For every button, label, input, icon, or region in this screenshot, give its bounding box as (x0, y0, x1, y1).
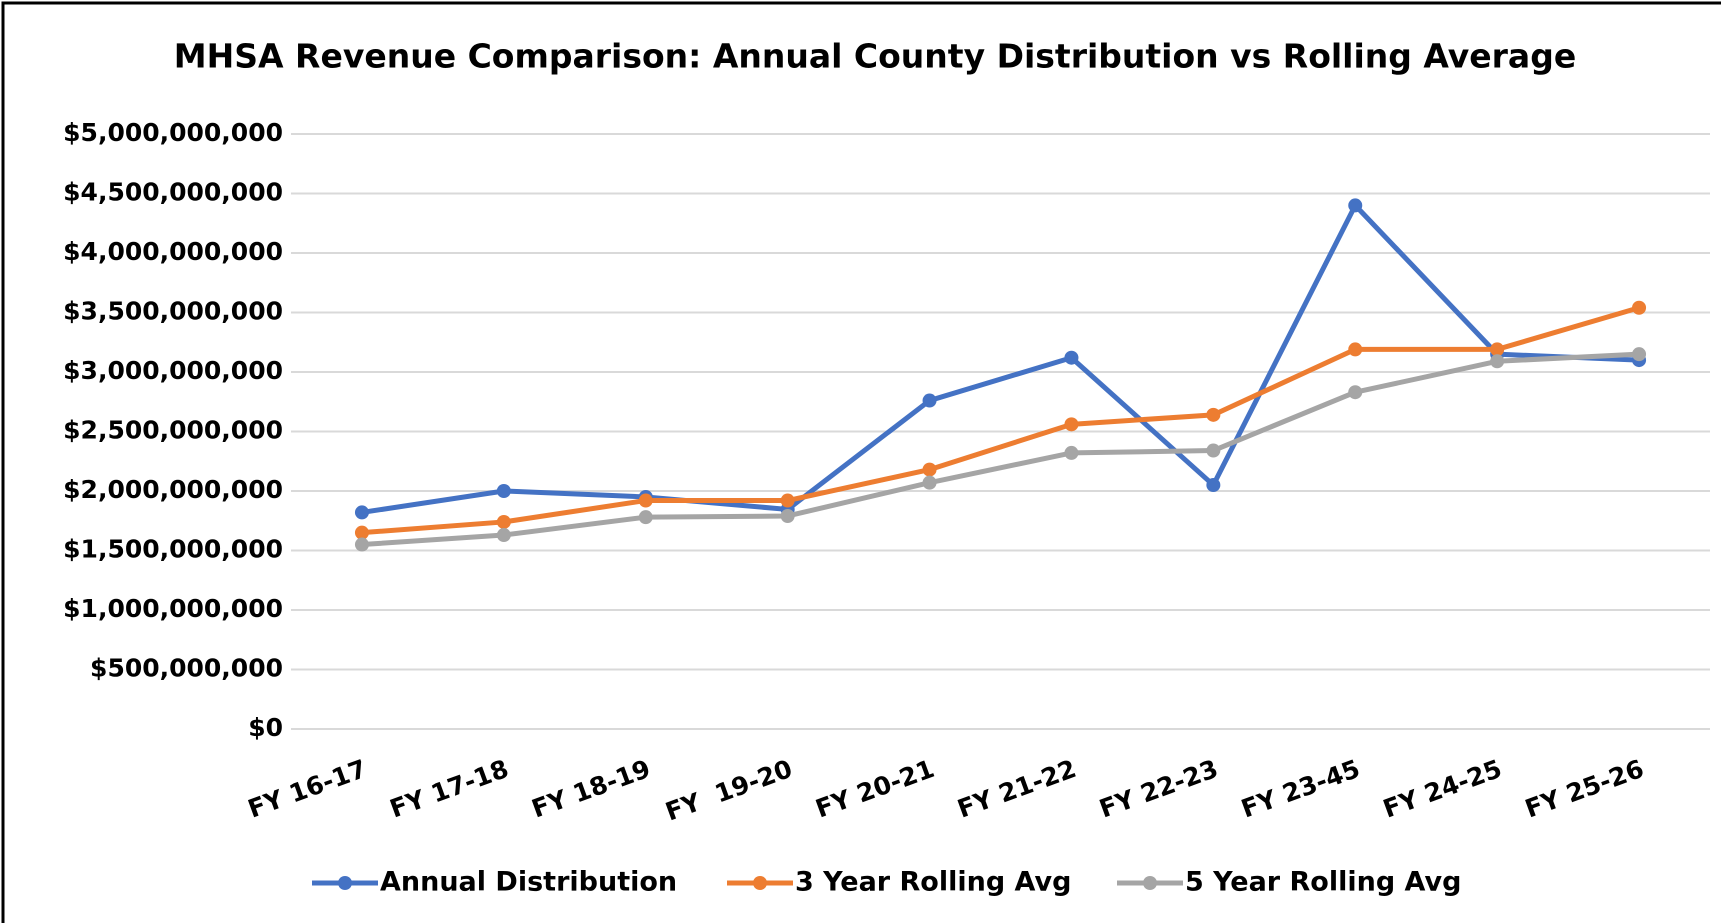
data-point (354, 505, 369, 520)
series-line (361, 202, 1640, 515)
series-line (361, 351, 1640, 548)
data-point (638, 510, 653, 525)
data-point (1348, 342, 1363, 357)
data-point (354, 537, 369, 552)
data-point (922, 462, 937, 477)
data-point (496, 528, 511, 543)
y-tick-label: $3,500,000,000 (63, 297, 283, 326)
data-point (354, 525, 369, 540)
data-point (496, 514, 511, 529)
data-point (1206, 407, 1221, 422)
legend-marker (338, 876, 352, 890)
y-tick-label: $2,000,000,000 (63, 475, 283, 504)
chart-title: MHSA Revenue Comparison: Annual County D… (174, 37, 1576, 76)
y-tick-label: $4,000,000,000 (63, 237, 283, 266)
data-point (1490, 354, 1505, 369)
data-point (496, 484, 511, 498)
legend-label: Annual Distribution (380, 867, 677, 898)
data-point (922, 393, 937, 408)
data-point (1632, 347, 1647, 362)
y-tick-label: $4,500,000,000 (63, 178, 283, 207)
legend-label: 5 Year Rolling Avg (1185, 867, 1461, 898)
series-line (361, 305, 1640, 536)
y-tick-label: $500,000,000 (90, 654, 283, 683)
data-point (1064, 350, 1079, 365)
data-point (780, 493, 795, 508)
data-point (1206, 443, 1221, 458)
data-point (1348, 198, 1363, 213)
data-point (1348, 385, 1363, 400)
data-point (638, 493, 653, 508)
data-point (780, 508, 795, 523)
data-point (1064, 417, 1079, 432)
data-point (1206, 478, 1221, 493)
y-tick-label: $5,000,000,000 (63, 118, 283, 147)
data-point (1632, 300, 1647, 315)
legend-marker (1143, 876, 1157, 890)
y-tick-label: $3,000,000,000 (63, 356, 283, 385)
data-point (922, 475, 937, 490)
y-tick-label: $1,500,000,000 (63, 535, 283, 564)
y-tick-label: $1,000,000,000 (63, 594, 283, 623)
legend-label: 3 Year Rolling Avg (795, 867, 1071, 898)
legend-marker (753, 876, 767, 890)
y-tick-label: $0 (248, 713, 283, 742)
data-point (1490, 342, 1505, 357)
data-point (1064, 445, 1079, 460)
y-tick-label: $2,500,000,000 (63, 416, 283, 445)
